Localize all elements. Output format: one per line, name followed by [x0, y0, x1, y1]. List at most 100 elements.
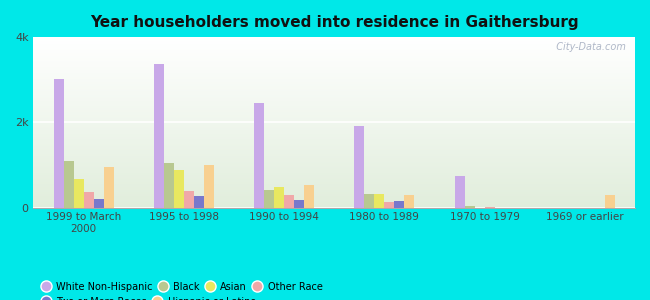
Bar [34, 132, 635, 133]
Bar [34, 206, 635, 207]
Bar [605, 195, 615, 208]
Legend: Two or More Races, Hispanic or Latino: Two or More Races, Hispanic or Latino [44, 297, 256, 300]
Bar [34, 145, 635, 146]
Bar [34, 65, 635, 66]
Bar [34, 162, 635, 163]
Bar [34, 164, 635, 165]
Bar [374, 194, 384, 208]
Bar [34, 137, 635, 138]
Bar [34, 55, 635, 56]
Bar [34, 92, 635, 93]
Bar [34, 207, 635, 208]
Bar [34, 75, 635, 76]
Bar [34, 172, 635, 173]
Bar [34, 73, 635, 74]
Bar [34, 56, 635, 57]
Bar [34, 141, 635, 142]
Bar [34, 149, 635, 150]
Bar [34, 153, 635, 154]
Bar [34, 134, 635, 135]
Bar [34, 114, 635, 115]
Bar [34, 139, 635, 140]
Bar [34, 39, 635, 40]
Bar [34, 82, 635, 83]
Bar [184, 191, 194, 208]
Bar [34, 49, 635, 50]
Bar [404, 195, 415, 208]
Bar [103, 167, 114, 208]
Bar [34, 105, 635, 106]
Bar [34, 46, 635, 47]
Bar [34, 136, 635, 137]
Bar [34, 51, 635, 52]
Bar [34, 48, 635, 49]
Bar [34, 155, 635, 156]
Bar [485, 207, 495, 208]
Bar [34, 42, 635, 43]
Bar [34, 179, 635, 180]
Bar [34, 112, 635, 113]
Bar [204, 165, 214, 208]
Bar [34, 59, 635, 60]
Bar [34, 63, 635, 64]
Bar [34, 88, 635, 89]
Bar [34, 146, 635, 147]
Bar [34, 171, 635, 172]
Bar [34, 202, 635, 203]
Bar [34, 142, 635, 143]
Bar [64, 160, 73, 208]
Bar [34, 60, 635, 61]
Bar [34, 197, 635, 198]
Bar [34, 126, 635, 127]
Bar [34, 204, 635, 205]
Bar [34, 191, 635, 192]
Bar [34, 85, 635, 86]
Bar [34, 40, 635, 41]
Bar [34, 175, 635, 176]
Bar [34, 185, 635, 186]
Bar [154, 64, 164, 208]
Bar [34, 180, 635, 181]
Bar [34, 121, 635, 122]
Bar [34, 86, 635, 87]
Bar [34, 87, 635, 88]
Bar [34, 50, 635, 51]
Bar [34, 44, 635, 45]
Bar [34, 95, 635, 96]
Bar [34, 96, 635, 97]
Bar [34, 135, 635, 136]
Bar [34, 94, 635, 95]
Bar [34, 64, 635, 65]
Bar [34, 85, 635, 86]
Bar [354, 126, 364, 208]
Bar [264, 190, 274, 208]
Bar [34, 115, 635, 116]
Bar [34, 70, 635, 71]
Bar [34, 166, 635, 167]
Bar [34, 58, 635, 59]
Bar [274, 187, 284, 208]
Bar [34, 83, 635, 84]
Bar [34, 184, 635, 185]
Bar [34, 54, 635, 55]
Bar [284, 195, 294, 208]
Bar [34, 91, 635, 92]
Bar [34, 186, 635, 187]
Bar [34, 201, 635, 202]
Bar [34, 183, 635, 184]
Bar [34, 147, 635, 148]
Bar [73, 178, 84, 208]
Bar [34, 68, 635, 69]
Bar [174, 170, 184, 208]
Bar [34, 161, 635, 162]
Bar [34, 93, 635, 94]
Bar [34, 174, 635, 175]
Bar [34, 103, 635, 104]
Bar [34, 170, 635, 171]
Bar [34, 181, 635, 182]
Legend: White Non-Hispanic, Black, Asian, Other Race: White Non-Hispanic, Black, Asian, Other … [44, 282, 322, 292]
Bar [34, 205, 635, 206]
Bar [34, 90, 635, 91]
Bar [34, 67, 635, 68]
Bar [34, 108, 635, 109]
